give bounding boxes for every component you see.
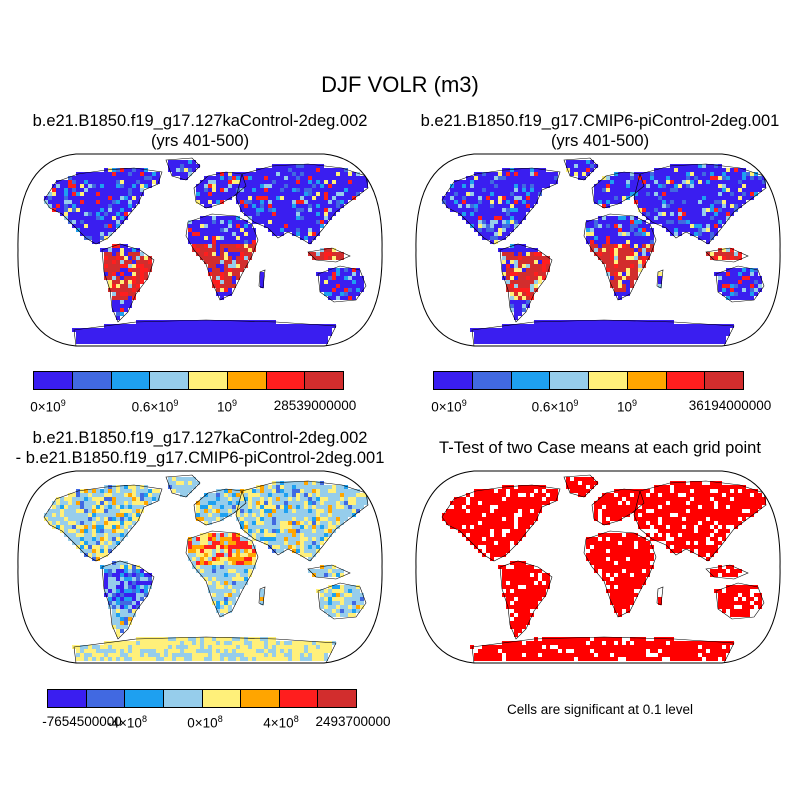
colorbar-swatch <box>163 690 203 707</box>
panel-3-colorbar <box>47 689 357 708</box>
colorbar-swatch <box>266 372 306 389</box>
panel-2-colorbar <box>433 371 744 390</box>
panel-2-map <box>415 153 781 347</box>
panel-4-map <box>415 470 781 664</box>
colorbar-tick-label: 109 <box>616 398 638 415</box>
colorbar-tick-label: 0×109 <box>431 398 467 415</box>
panel-1-colorbar <box>33 371 344 390</box>
panel-1-title-line1: b.e21.B1850.f19_g17.127kaControl-2deg.00… <box>32 112 368 130</box>
colorbar-swatch <box>472 372 512 389</box>
panel-2-title-line2: (yrs 401-500) <box>550 132 650 150</box>
colorbar-swatch <box>550 372 589 389</box>
colorbar-swatch <box>241 690 280 707</box>
colorbar-swatch <box>666 372 706 389</box>
colorbar-swatch <box>202 690 242 707</box>
colorbar-swatch <box>434 372 473 389</box>
colorbar-swatch <box>511 372 551 389</box>
panel-2-title-line1: b.e21.B1850.f19_g17.CMIP6-piControl-2deg… <box>420 112 780 130</box>
colorbar-tick-label: 109 <box>216 398 238 415</box>
colorbar-swatch <box>72 372 112 389</box>
colorbar-swatch <box>48 690 87 707</box>
colorbar-swatch <box>125 690 164 707</box>
colorbar-tick-label: 4×108 <box>263 714 299 731</box>
colorbar-swatch <box>227 372 267 389</box>
colorbar-swatch <box>150 372 189 389</box>
colorbar-tick-label: 0.6×109 <box>131 398 179 415</box>
colorbar-swatch <box>111 372 151 389</box>
colorbar-swatch <box>305 372 343 389</box>
colorbar-swatch <box>318 690 356 707</box>
panel-4-title: T-Test of two Case means at each grid po… <box>439 439 761 457</box>
colorbar-swatch <box>589 372 628 389</box>
panel-2-title: b.e21.B1850.f19_g17.CMIP6-piControl-2deg… <box>400 111 800 151</box>
panel-3-title-line2: - b.e21.B1850.f19_g17.CMIP6-piControl-2d… <box>15 449 385 467</box>
colorbar-tick-label: 0×109 <box>30 398 66 415</box>
colorbar-swatch <box>627 372 667 389</box>
panel-1-map <box>17 153 383 347</box>
panel-1-title: b.e21.B1850.f19_g17.127kaControl-2deg.00… <box>0 111 400 151</box>
figure-title: DJF VOLR (m3) <box>321 72 479 97</box>
colorbar-tick-label: 0×108 <box>187 714 223 731</box>
colorbar-tick-label: 36194000000 <box>688 398 772 413</box>
panel-3-map <box>17 470 383 664</box>
panel-3-title: b.e21.B1850.f19_g17.127kaControl-2deg.00… <box>0 428 400 468</box>
panel-1-title-line2: (yrs 401-500) <box>150 132 250 150</box>
colorbar-tick-label: 0.6×109 <box>531 398 579 415</box>
colorbar-tick-label: -7654500000 <box>42 714 122 729</box>
colorbar-tick-label: 28539000000 <box>273 398 357 413</box>
colorbar-swatch <box>279 690 319 707</box>
panel-4-note: Cells are significant at 0.1 level <box>506 702 694 717</box>
colorbar-swatch <box>34 372 73 389</box>
colorbar-tick-label: 2493700000 <box>315 714 391 729</box>
colorbar-tick-label: -4×108 <box>107 714 147 731</box>
colorbar-swatch <box>86 690 126 707</box>
colorbar-swatch <box>189 372 228 389</box>
colorbar-swatch <box>705 372 743 389</box>
panel-3-title-line1: b.e21.B1850.f19_g17.127kaControl-2deg.00… <box>32 429 368 447</box>
